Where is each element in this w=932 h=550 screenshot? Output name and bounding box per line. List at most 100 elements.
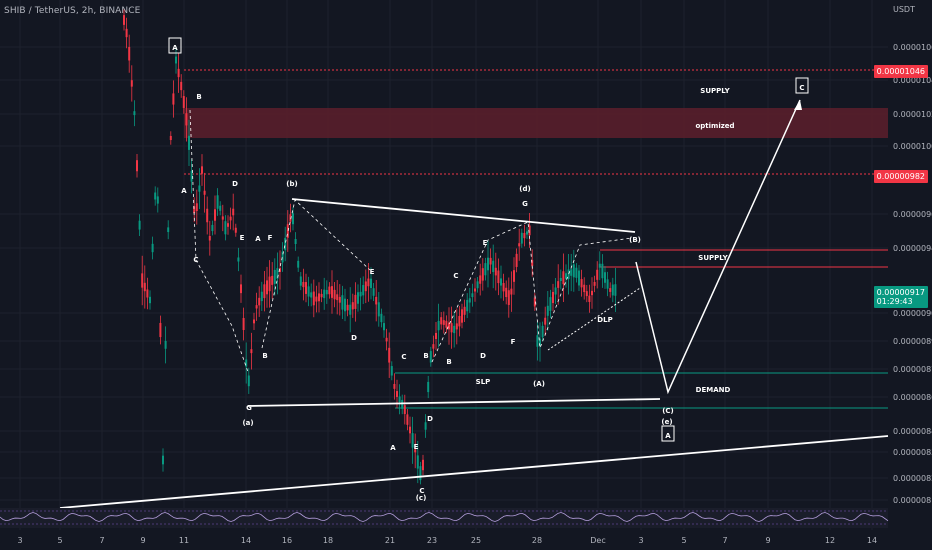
candle-body: [162, 455, 164, 465]
candle-body: [367, 278, 370, 287]
candle-body: [450, 323, 453, 333]
candle-body: [354, 294, 357, 309]
time-tick-label: 28: [532, 536, 542, 545]
candle-body: [281, 251, 284, 263]
candle-body: [312, 291, 315, 306]
candle-body: [388, 347, 391, 363]
candle-body: [237, 257, 240, 262]
candle-body: [596, 269, 599, 280]
candle-body: [180, 81, 183, 91]
wave-label: (B): [629, 236, 641, 244]
price-tick-label: 0.00001060: [893, 43, 932, 52]
candle-body: [531, 259, 534, 267]
candle-body: [455, 323, 458, 330]
candle-body: [533, 297, 536, 307]
candle-body: [258, 297, 261, 306]
candle-body: [476, 281, 479, 289]
candle-body: [325, 290, 328, 295]
candle-body: [297, 260, 300, 268]
candle-body: [585, 291, 588, 297]
wave-label-big: C: [799, 84, 804, 92]
candle-body: [318, 293, 320, 302]
candle-body: [167, 227, 170, 233]
price-tick-label: 0.00001020: [893, 110, 932, 119]
candle-body: [536, 335, 539, 347]
candle-body: [588, 295, 591, 302]
candle-body: [320, 293, 323, 298]
time-tick-label: 14: [867, 536, 877, 545]
candle-body: [500, 278, 502, 286]
projection-arrowhead: [794, 100, 802, 110]
candle-body: [263, 284, 266, 299]
candle-body: [513, 270, 515, 282]
wave-label: B: [423, 352, 428, 360]
candle-body: [383, 323, 385, 331]
candle-body: [203, 190, 206, 195]
candle-body: [578, 270, 580, 286]
candle-body: [357, 292, 359, 304]
candle-body: [224, 221, 227, 235]
candle-body: [372, 288, 375, 296]
candle-body: [188, 135, 190, 150]
wave-label: E: [370, 268, 375, 276]
candle-body: [471, 293, 474, 298]
candle-body: [411, 433, 414, 448]
oscillator-line: [0, 512, 889, 522]
zone-label: DEMAND: [696, 386, 731, 394]
chart-title: SHIB / TetherUS, 2h, BINANCE: [4, 6, 141, 16]
candle-body: [240, 284, 242, 294]
candle-body: [175, 56, 177, 64]
wave-label: C: [419, 487, 424, 495]
candle-body: [419, 466, 422, 481]
wave-label: G: [246, 404, 252, 412]
price-tick-label: 0.00000833: [893, 448, 932, 457]
time-tick-label: 3: [17, 536, 22, 545]
candle-body: [609, 288, 612, 292]
candle-body: [253, 319, 255, 324]
candle-body: [557, 281, 560, 288]
time-tick-label: 25: [471, 536, 481, 545]
time-tick-label: 7: [99, 536, 104, 545]
candle-body: [437, 320, 440, 331]
candle-body: [575, 267, 578, 278]
candle-body: [362, 285, 365, 296]
wave-label: A: [255, 235, 261, 243]
candle-body: [323, 289, 326, 299]
time-tick-label: 5: [681, 536, 686, 545]
wave-label: D: [480, 352, 486, 360]
candle-body: [427, 381, 430, 393]
wave-label: (c): [416, 494, 427, 502]
time-tick-label: 11: [179, 536, 189, 545]
wave-label-box: [795, 77, 809, 94]
price-tag-mid: 0.00000982: [873, 170, 928, 183]
candle-body: [375, 296, 378, 305]
candle-body: [463, 306, 466, 315]
candle-body: [435, 332, 437, 340]
candle-body: [154, 192, 157, 200]
triangle-upper-trendline: [291, 198, 636, 233]
candle-body: [481, 268, 484, 281]
candle-body: [572, 264, 575, 278]
candle-body: [182, 96, 185, 108]
candle-body: [461, 309, 463, 323]
candle-body: [138, 220, 141, 230]
candle-body: [206, 208, 209, 223]
wave-label: (C): [662, 407, 674, 415]
candle-body: [424, 422, 427, 430]
candle-body: [567, 269, 570, 280]
candle-body: [341, 295, 344, 310]
time-tick-label: 23: [427, 536, 437, 545]
candle-body: [468, 298, 471, 303]
wave-label-big: A: [172, 44, 178, 52]
price-tick-label: 0.00000905: [893, 309, 932, 318]
candle-body: [487, 257, 489, 271]
candle-body: [518, 243, 521, 247]
price-tick-label: 0.00001040: [893, 76, 932, 85]
wave-label: (A): [533, 380, 545, 388]
wave-label: A: [390, 444, 396, 452]
candle-body: [149, 296, 151, 304]
candle-body: [591, 290, 593, 296]
price-tag-top: 0.00001046: [873, 65, 928, 78]
candle-body: [177, 68, 180, 78]
